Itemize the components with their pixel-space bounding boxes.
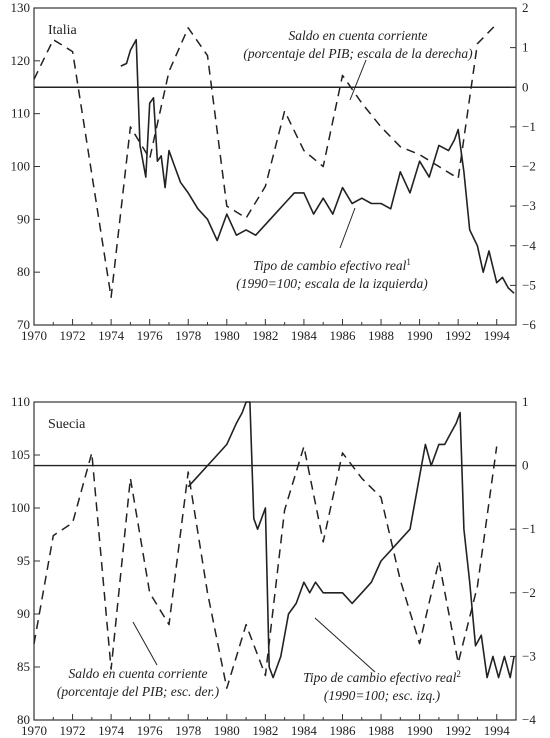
y-right-tick-label: 1 <box>522 394 529 409</box>
panel-title: Suecia <box>48 417 86 432</box>
x-tick-label: 1972 <box>60 723 86 738</box>
annotation-leader-line <box>132 621 158 666</box>
annotation-current-account-line: Saldo en cuenta corriente <box>288 28 427 43</box>
y-left-tick-label: 100 <box>11 500 31 515</box>
y-right-tick-label: −4 <box>522 712 536 727</box>
x-tick-label: 1988 <box>368 328 394 343</box>
y-left-tick-label: 90 <box>17 211 30 226</box>
y-left-tick-label: 130 <box>11 0 31 15</box>
annotation-footnote-marker: 2 <box>456 669 461 679</box>
x-tick-label: 1972 <box>60 328 86 343</box>
x-tick-label: 1982 <box>252 328 278 343</box>
series-exchange-rate-line <box>120 38 515 294</box>
x-tick-label: 1994 <box>484 723 511 738</box>
chart-italia: 1970 1972 1974 1976 1978 1980 1982 1984 1986 1988… <box>11 0 537 343</box>
x-tick-label: 1970 <box>21 723 47 738</box>
x-tick-label: 1990 <box>407 723 433 738</box>
annotation-current-account-line: (porcentaje del PIB; escala de la derech… <box>243 46 473 61</box>
y-right-tick-label: −3 <box>522 648 536 663</box>
annotation-footnote-marker: 1 <box>406 257 411 267</box>
x-tick-label: 1982 <box>252 723 278 738</box>
y-right-tick-label: −1 <box>522 119 536 134</box>
x-tick-label: 1988 <box>368 723 394 738</box>
x-tick-label: 1994 <box>484 328 511 343</box>
series-current-account-line <box>33 23 498 299</box>
annotation-current-account-line: Saldo en cuenta corriente <box>68 666 207 681</box>
x-tick-label: 1978 <box>175 723 201 738</box>
x-tick-label: 1974 <box>98 328 125 343</box>
x-tick-label: 1984 <box>291 328 318 343</box>
x-tick-label: 1976 <box>137 723 164 738</box>
x-tick-label: 1974 <box>98 723 125 738</box>
y-left-tick-label: 80 <box>17 264 30 279</box>
annotation-exchange-rate-line: Tipo de cambio efectivo real2 <box>303 669 461 685</box>
y-right-tick-label: −2 <box>522 159 536 174</box>
series-current-account-line <box>33 445 498 689</box>
annotation-exchange-rate-line: (1990=100; esc. izq.) <box>324 688 441 703</box>
annotation-current-account-line: (porcentaje del PIB; esc. der.) <box>57 684 220 699</box>
annotation-leader-line <box>314 617 376 673</box>
y-left-tick-label: 110 <box>11 106 30 121</box>
x-tick-label: 1984 <box>291 723 318 738</box>
y-right-tick-label: 0 <box>522 79 529 94</box>
x-tick-label: 1976 <box>137 328 164 343</box>
y-right-tick-label: −5 <box>522 277 536 292</box>
y-left-tick-label: 100 <box>11 159 31 174</box>
y-left-tick-label: 80 <box>17 712 30 727</box>
x-tick-label: 1986 <box>329 723 356 738</box>
y-right-tick-label: −6 <box>522 317 536 332</box>
x-tick-label: 1986 <box>329 328 356 343</box>
x-tick-label: 1970 <box>21 328 47 343</box>
y-right-tick-label: 1 <box>522 40 529 55</box>
x-tick-label: 1992 <box>445 328 471 343</box>
y-right-tick-label: −1 <box>522 521 536 536</box>
y-right-tick-label: 0 <box>522 458 529 473</box>
y-left-tick-label: 110 <box>11 394 30 409</box>
x-tick-label: 1990 <box>407 328 433 343</box>
annotation-exchange-rate-line: (1990=100; escala de la izquierda) <box>236 276 428 291</box>
y-left-tick-label: 90 <box>17 606 30 621</box>
x-tick-label: 1992 <box>445 723 471 738</box>
y-right-tick-label: 2 <box>522 0 529 15</box>
x-tick-label: 1978 <box>175 328 201 343</box>
series-exchange-rate-line <box>187 401 515 679</box>
y-left-tick-label: 105 <box>11 447 31 462</box>
y-right-tick-label: −2 <box>522 585 536 600</box>
y-left-tick-label: 85 <box>17 659 30 674</box>
chart-suecia: 1970 1972 1974 1976 1978 1980 1982 1984 1986 1988… <box>11 394 537 738</box>
annotation-leader-line <box>339 207 356 249</box>
annotation-exchange-rate-line: Tipo de cambio efectivo real1 <box>253 257 411 273</box>
annotation-leader-line <box>349 59 367 101</box>
panel-title: Italia <box>48 23 78 38</box>
y-right-tick-label: −3 <box>522 198 536 213</box>
y-right-tick-label: −4 <box>522 238 536 253</box>
y-left-tick-label: 70 <box>17 317 30 332</box>
y-left-tick-label: 95 <box>17 553 30 568</box>
y-left-tick-label: 120 <box>11 53 31 68</box>
x-tick-label: 1980 <box>214 723 240 738</box>
x-tick-label: 1980 <box>214 328 240 343</box>
